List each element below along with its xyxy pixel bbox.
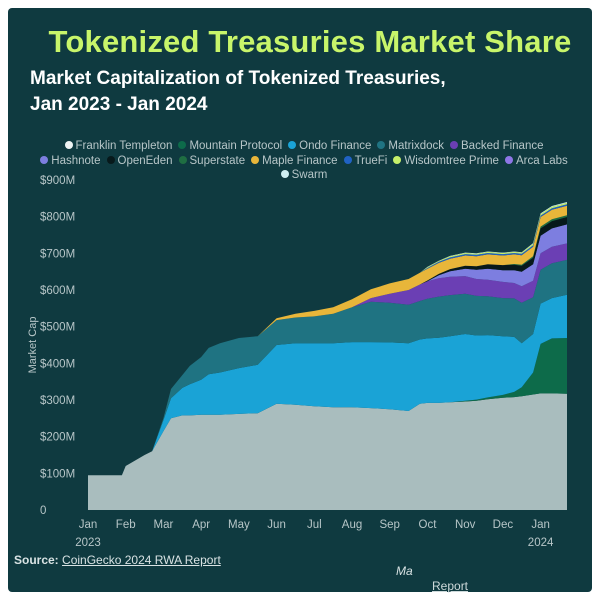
- legend-swatch: [377, 141, 386, 149]
- legend-item: Maple Finance: [251, 154, 338, 169]
- legend-label: OpenEden: [117, 154, 173, 167]
- legend-swatch: [178, 155, 187, 164]
- legend-swatch: [178, 141, 187, 149]
- subtitle-line-1: Market Capitalization of Tokenized Treas…: [30, 68, 446, 89]
- x-tick-label: Aug: [342, 519, 362, 531]
- subtitle-line-2: Jan 2023 - Jan 2024: [30, 94, 208, 115]
- y-tick-label: $500M: [40, 322, 75, 334]
- legend-label: Franklin Templeton: [75, 140, 173, 152]
- x-tick-label: May: [228, 519, 250, 531]
- y-tick-label: $200M: [40, 432, 75, 444]
- chart-legend: Franklin Templeton Mountain Protocol Ondo …: [30, 139, 578, 183]
- legend-swatch: [64, 141, 73, 149]
- area-series: [88, 259, 567, 476]
- x-tick-label: Oct: [419, 519, 438, 531]
- legend-swatch: [393, 155, 402, 164]
- legend-label: Wisdomtree Prime: [404, 154, 499, 167]
- legend-swatch: [288, 141, 297, 149]
- legend-item: Superstate: [178, 154, 246, 169]
- legend-swatch: [280, 170, 289, 178]
- area-series: [88, 393, 567, 510]
- y-tick-label: $100M: [40, 468, 75, 480]
- legend-item: Franklin Templeton: [64, 139, 173, 154]
- area-series: [88, 294, 567, 476]
- legend-label: Mountain Protocol: [189, 140, 283, 152]
- legend-item: Swarm: [280, 168, 328, 183]
- legend-item: Ondo Finance: [288, 139, 371, 154]
- x-year-label: 2024: [528, 537, 554, 549]
- chart-subtitle: Market Capitalization of Tokenized Treas…: [30, 66, 500, 118]
- report-link[interactable]: Report: [432, 579, 469, 593]
- legend-item: TrueFi: [343, 154, 388, 169]
- legend-swatch: [251, 155, 260, 164]
- source-label: Source:: [14, 553, 59, 567]
- legend-item: Mountain Protocol: [178, 139, 282, 154]
- legend-label: Matrixdock: [388, 140, 445, 152]
- y-tick-label: 0: [40, 505, 46, 517]
- source-link[interactable]: CoinGecko 2024 RWA Report: [62, 553, 221, 567]
- legend-label: Arca Labs: [515, 154, 568, 167]
- y-tick-label: $300M: [40, 395, 75, 407]
- legend-label: Hashnote: [51, 154, 101, 167]
- x-tick-label: Feb: [116, 519, 136, 531]
- x-tick-label: Jun: [267, 519, 286, 531]
- chart-title: Tokenized Treasuries Market Share: [48, 24, 572, 59]
- legend-swatch: [504, 155, 513, 164]
- y-axis-label: Market Cap: [27, 317, 39, 374]
- legend-item: OpenEden: [106, 154, 173, 169]
- y-tick-label: $800M: [40, 212, 75, 224]
- legend-item: Wisdomtree Prime: [393, 154, 499, 169]
- source-footer: Source: CoinGecko 2024 RWA Report: [14, 553, 221, 567]
- x-tick-label: Jan: [79, 519, 98, 531]
- x-year-label: 2023: [75, 537, 101, 549]
- legend-label: Ondo Finance: [299, 140, 372, 152]
- legend-label: Swarm: [291, 169, 328, 181]
- y-tick-label: $400M: [40, 358, 75, 370]
- watermark-text: Ma: [396, 564, 413, 578]
- legend-swatch: [343, 155, 352, 164]
- x-tick-label: Jul: [307, 519, 322, 531]
- legend-label: Superstate: [189, 154, 246, 167]
- y-tick-label: $900M: [40, 175, 75, 187]
- x-tick-label: Nov: [455, 519, 476, 531]
- legend-swatch: [450, 141, 459, 149]
- legend-swatch: [40, 155, 49, 164]
- legend-item: Backed Finance: [450, 139, 543, 154]
- x-tick-label: Mar: [154, 519, 174, 531]
- legend-item: Hashnote: [40, 154, 101, 169]
- legend-item: Matrixdock: [377, 139, 444, 154]
- x-tick-label: Jan: [531, 519, 550, 531]
- legend-item: Arca Labs: [504, 154, 568, 169]
- legend-label: Maple Finance: [262, 154, 338, 167]
- x-tick-label: Dec: [493, 519, 514, 531]
- legend-label: Backed Finance: [461, 140, 544, 152]
- legend-label: TrueFi: [354, 154, 388, 167]
- y-tick-label: $600M: [40, 285, 75, 297]
- legend-swatch: [106, 155, 115, 164]
- x-tick-label: Sep: [379, 519, 399, 531]
- x-tick-label: Apr: [192, 519, 210, 531]
- y-tick-label: $700M: [40, 248, 75, 260]
